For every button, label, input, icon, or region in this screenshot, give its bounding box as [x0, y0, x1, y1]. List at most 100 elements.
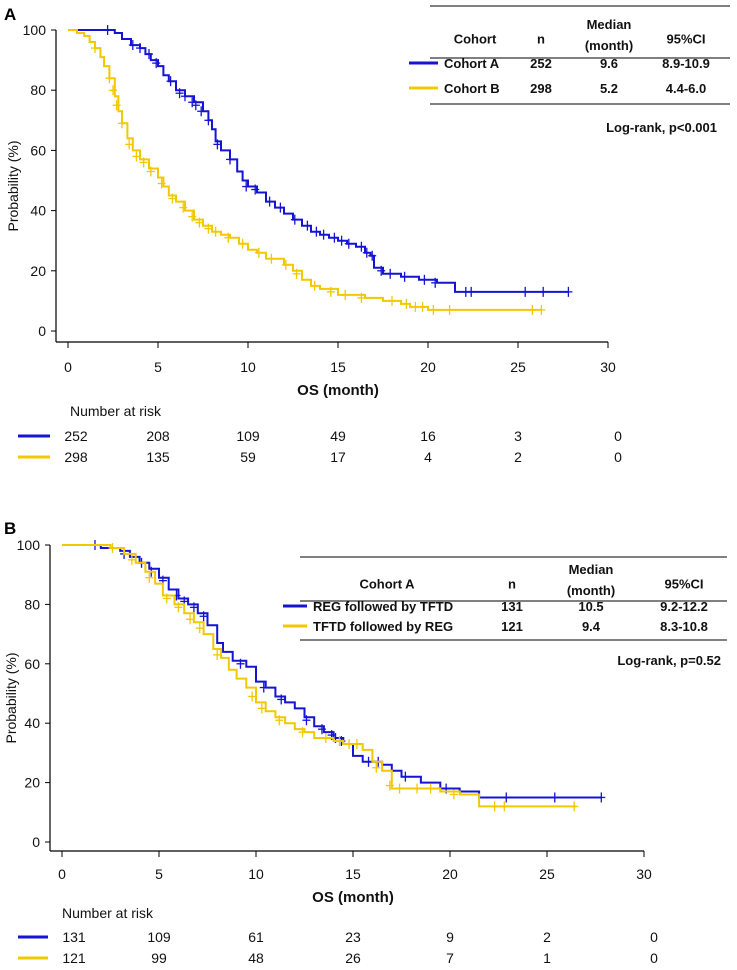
risk-count: 2 [514, 449, 522, 465]
legend-median: 5.2 [600, 81, 618, 96]
y-tick-label: 60 [24, 656, 40, 672]
x-tick-label: 25 [510, 359, 526, 375]
risk-count: 59 [240, 449, 256, 465]
y-tick-label: 100 [23, 22, 47, 38]
legend-median: 9.4 [582, 619, 601, 634]
risk-count: 2 [543, 929, 551, 945]
risk-count: 23 [345, 929, 361, 945]
x-tick-label: 0 [64, 359, 72, 375]
legend-table: Cohort A n Median (month) 95%CI REG followed … [283, 556, 727, 668]
risk-count: 0 [614, 449, 622, 465]
risk-table-title: Number at risk [62, 905, 154, 921]
risk-count: 17 [330, 449, 346, 465]
table-header-median-line: (month) [585, 38, 633, 53]
legend-n: 121 [501, 619, 523, 634]
y-tick-label: 40 [24, 715, 40, 731]
y-axis-title: Probability (%) [5, 140, 21, 231]
y-tick-label: 0 [38, 323, 46, 339]
risk-count: 0 [614, 428, 622, 444]
risk-count: 131 [62, 929, 86, 945]
y-tick-label: 80 [24, 596, 40, 612]
risk-count: 252 [64, 428, 88, 444]
y-axis-title: Probability (%) [3, 652, 19, 743]
legend-ci: 4.4-6.0 [666, 81, 706, 96]
y-tick-label: 20 [24, 775, 40, 791]
risk-count: 109 [147, 929, 171, 945]
legend-n: 252 [530, 56, 552, 71]
y-tick-label: 40 [30, 203, 46, 219]
x-tick-label: 5 [155, 866, 163, 882]
series-2 [62, 542, 579, 812]
risk-count: 26 [345, 950, 361, 966]
x-tick-label: 10 [240, 359, 256, 375]
table-header-cohort: Cohort [454, 32, 497, 47]
risk-table: Number at risk 252 208 109 49 16 3 0 298 135 59 17 4… [18, 403, 622, 465]
table-header-median: Median (month) [585, 17, 633, 53]
x-tick-label: 20 [420, 359, 436, 375]
risk-count: 121 [62, 950, 86, 966]
logrank-text: Log-rank, p=0.52 [617, 653, 721, 668]
legend-label: REG followed by TFTD [313, 599, 453, 614]
series-1 [68, 25, 573, 297]
y-tick-label: 0 [32, 834, 40, 850]
x-tick-label: 5 [154, 359, 162, 375]
series-1 [62, 540, 606, 803]
legend-label: TFTD followed by REG [313, 619, 453, 634]
y-tick-label: 100 [17, 537, 41, 553]
risk-count: 298 [64, 449, 88, 465]
x-tick-label: 10 [248, 866, 264, 882]
table-header-n: n [508, 577, 516, 592]
series-2 [68, 29, 546, 315]
x-tick-label: 15 [330, 359, 346, 375]
x-axis-title: OS (month) [297, 382, 379, 399]
legend-n: 298 [530, 81, 552, 96]
x-tick-label: 30 [600, 359, 616, 375]
legend-ci: 8.9-10.9 [662, 56, 710, 71]
risk-count: 208 [146, 428, 170, 444]
x-tick-label: 25 [539, 866, 555, 882]
risk-count: 49 [330, 428, 346, 444]
x-axis-title: OS (month) [312, 889, 394, 906]
legend-label: Cohort A [444, 56, 500, 71]
x-tick-label: 20 [442, 866, 458, 882]
km-curve [68, 29, 542, 311]
risk-count: 99 [151, 950, 167, 966]
risk-count: 7 [446, 950, 454, 966]
x-tick-label: 30 [636, 866, 652, 882]
logrank-text: Log-rank, p<0.001 [606, 120, 717, 135]
legend-median: 9.6 [600, 56, 618, 71]
km-curve [62, 544, 577, 808]
risk-count: 4 [424, 449, 432, 465]
panel-letter: B [4, 519, 16, 538]
risk-count: 16 [420, 428, 436, 444]
risk-table-title: Number at risk [70, 403, 162, 419]
table-header-n: n [537, 32, 545, 47]
risk-count: 1 [543, 950, 551, 966]
legend-ci: 8.3-10.8 [660, 619, 708, 634]
table-header-median: Median (month) [567, 562, 615, 598]
risk-count: 61 [248, 929, 264, 945]
table-header-median-line: Median [587, 17, 632, 32]
legend-label: Cohort B [444, 81, 500, 96]
legend-ci: 9.2-12.2 [660, 599, 708, 614]
x-tick-label: 0 [58, 866, 66, 882]
y-tick-label: 20 [30, 263, 46, 279]
legend-table: Cohort n Median (month) 95%CI Cohort A 252 9.6 8… [409, 5, 730, 135]
table-header-median-line: (month) [567, 583, 615, 598]
risk-count: 9 [446, 929, 454, 945]
table-header-cohort: Cohort A [359, 577, 415, 592]
risk-count: 109 [236, 428, 260, 444]
risk-table: Number at risk 131 109 61 23 9 2 0 121 99 48 26 7 1 0 [18, 905, 658, 966]
panel-letter: A [4, 5, 16, 24]
legend-median: 10.5 [578, 599, 603, 614]
km-curve [62, 544, 602, 799]
risk-count: 3 [514, 428, 522, 444]
risk-count: 0 [650, 950, 658, 966]
x-tick-label: 15 [345, 866, 361, 882]
table-header-median-line: Median [569, 562, 614, 577]
risk-count: 0 [650, 929, 658, 945]
y-tick-label: 80 [30, 82, 46, 98]
